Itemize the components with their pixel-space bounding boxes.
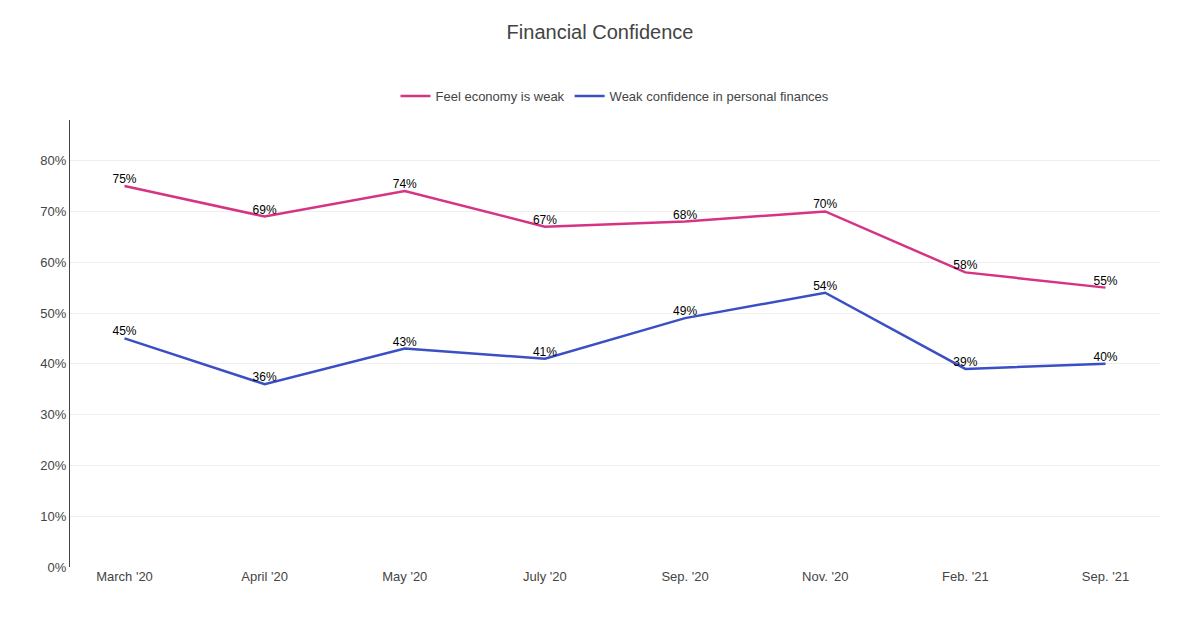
svg-text:July '20: July '20 [523, 569, 567, 584]
svg-text:May '20: May '20 [382, 569, 427, 584]
svg-text:75%: 75% [112, 172, 136, 186]
svg-text:Feel economy is weak: Feel economy is weak [436, 89, 565, 104]
svg-text:68%: 68% [673, 208, 697, 222]
svg-text:41%: 41% [533, 345, 557, 359]
svg-text:60%: 60% [40, 255, 66, 270]
svg-text:70%: 70% [813, 197, 837, 211]
svg-text:55%: 55% [1093, 274, 1117, 288]
svg-text:April '20: April '20 [241, 569, 288, 584]
svg-text:45%: 45% [112, 324, 136, 338]
svg-text:Sep. '20: Sep. '20 [661, 569, 708, 584]
svg-text:54%: 54% [813, 279, 837, 293]
svg-text:Weak confidence in personal fi: Weak confidence in personal finances [610, 89, 829, 104]
svg-text:Financial Confidence: Financial Confidence [507, 21, 694, 43]
svg-text:36%: 36% [253, 370, 277, 384]
svg-text:80%: 80% [40, 153, 66, 168]
svg-text:30%: 30% [40, 407, 66, 422]
svg-text:20%: 20% [40, 458, 66, 473]
svg-text:Nov. '20: Nov. '20 [802, 569, 848, 584]
svg-text:58%: 58% [953, 258, 977, 272]
svg-text:69%: 69% [253, 203, 277, 217]
svg-text:0%: 0% [48, 560, 67, 575]
svg-text:50%: 50% [40, 306, 66, 321]
svg-text:March '20: March '20 [96, 569, 153, 584]
svg-text:40%: 40% [40, 356, 66, 371]
svg-text:Sep. '21: Sep. '21 [1082, 569, 1129, 584]
svg-text:67%: 67% [533, 213, 557, 227]
svg-text:70%: 70% [40, 204, 66, 219]
svg-text:49%: 49% [673, 304, 697, 318]
svg-text:39%: 39% [953, 355, 977, 369]
svg-text:Feb. '21: Feb. '21 [942, 569, 989, 584]
svg-text:74%: 74% [393, 177, 417, 191]
svg-text:43%: 43% [393, 335, 417, 349]
svg-text:10%: 10% [40, 509, 66, 524]
svg-text:40%: 40% [1093, 350, 1117, 364]
